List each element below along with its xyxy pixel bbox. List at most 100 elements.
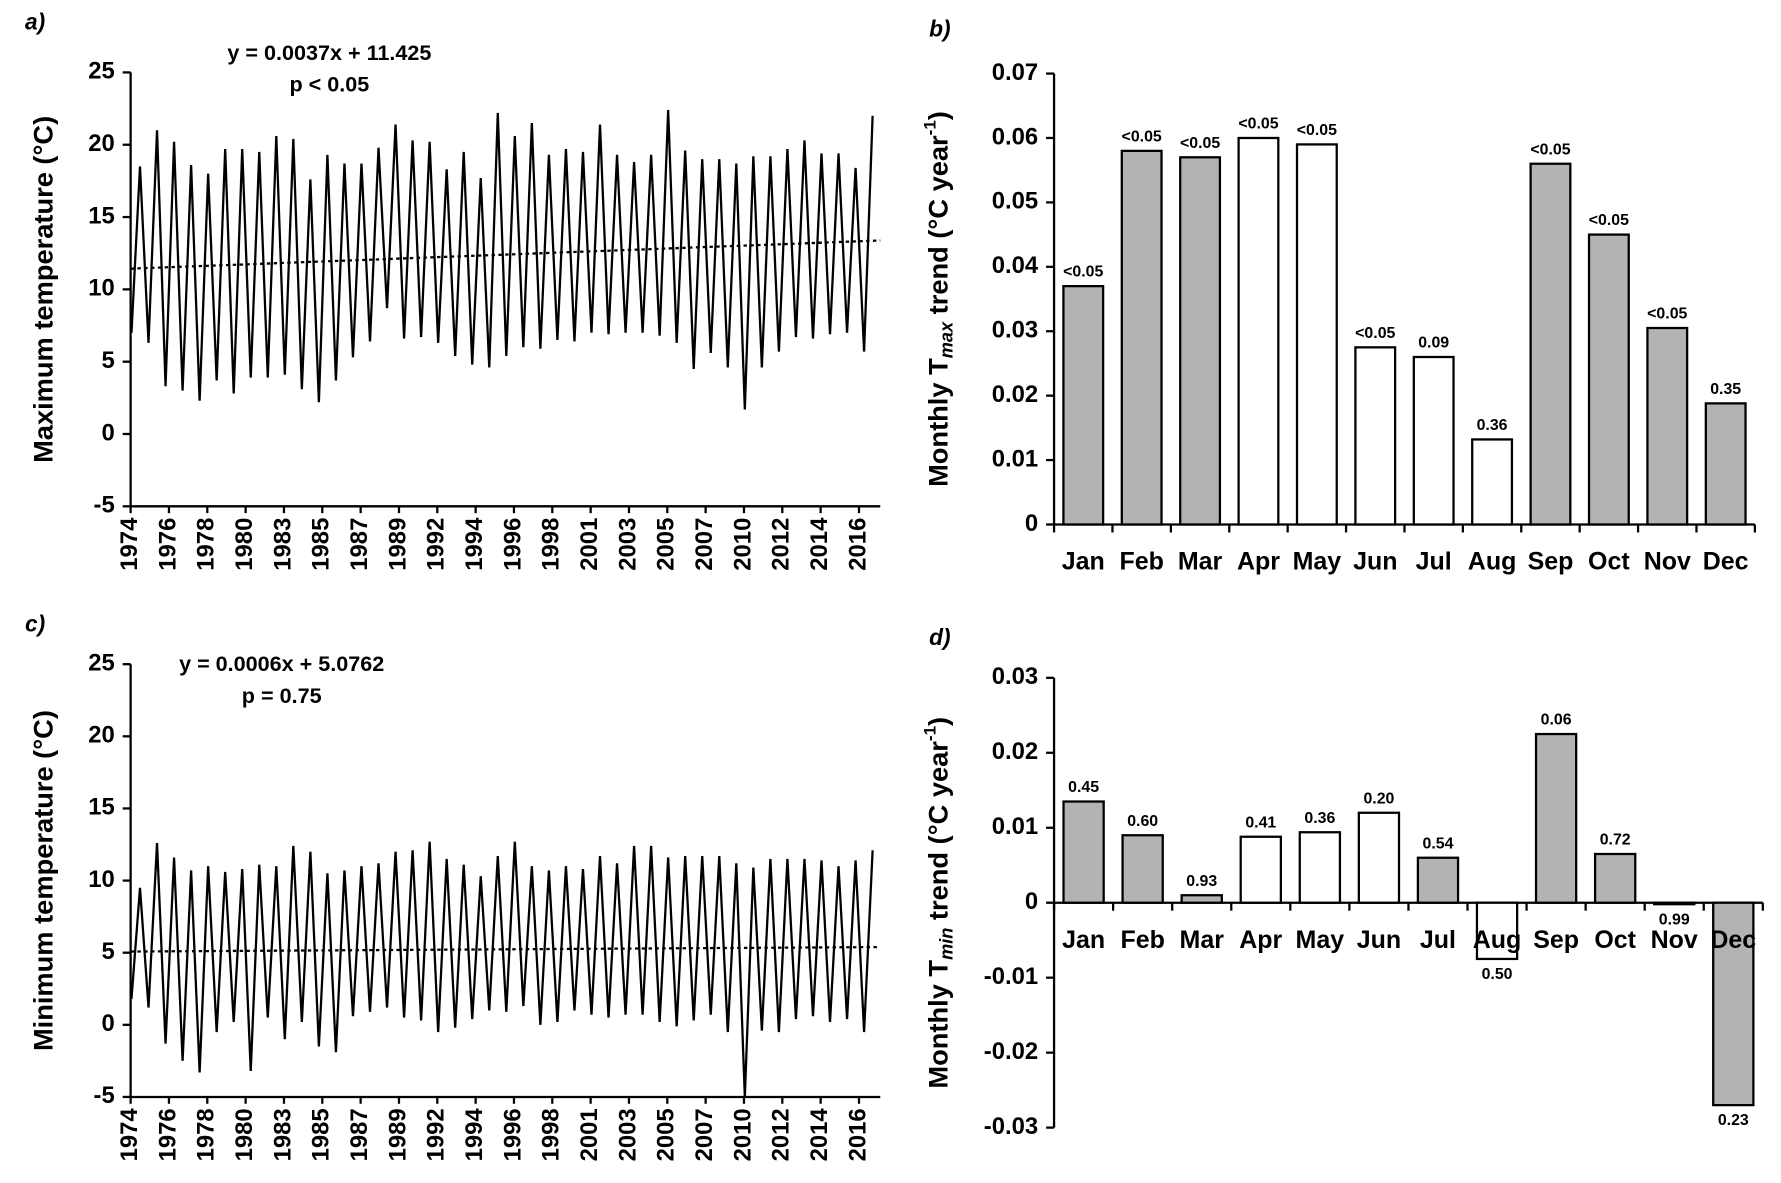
x-tick-label: 2005 <box>653 518 680 571</box>
y-tick-label: -5 <box>94 492 115 519</box>
bar <box>1239 835 1283 904</box>
bar <box>1120 149 1163 526</box>
x-tick-label: 2014 <box>806 1108 833 1162</box>
x-tick-label: Sep <box>1533 926 1579 954</box>
annotation: p = 0.75 <box>242 683 322 708</box>
y-axis-label-part: ) <box>923 111 954 120</box>
bar <box>1704 402 1747 526</box>
bar <box>1529 162 1572 526</box>
x-tick-label: May <box>1296 926 1345 954</box>
x-tick-label: 1998 <box>538 1108 565 1161</box>
bar-label: <0.05 <box>1355 325 1395 342</box>
x-tick-label: 1994 <box>461 1108 488 1162</box>
x-tick-label: Dec <box>1710 926 1756 954</box>
y-axis-label-part: Monthly T <box>923 358 954 487</box>
bar <box>1180 894 1223 904</box>
bar-label: 0.36 <box>1304 810 1335 827</box>
x-tick-label: Aug <box>1473 926 1522 954</box>
x-tick-label: Aug <box>1468 548 1517 576</box>
y-tick-label: 10 <box>88 866 115 893</box>
panel-label: a) <box>25 9 45 35</box>
bar <box>1357 811 1401 904</box>
x-tick-label: 1974 <box>116 517 143 571</box>
x-tick-label: 1987 <box>346 1108 373 1161</box>
x-tick-label: Jan <box>1062 926 1105 954</box>
y-axis-label: Monthly Tmin trend (°C year-1) <box>920 717 956 1089</box>
bar-label: 0.20 <box>1363 790 1394 807</box>
bar <box>1237 136 1280 526</box>
y-tick-label: 0.05 <box>992 188 1038 215</box>
x-tick-label: 2012 <box>768 1108 795 1161</box>
x-tick-label: 1974 <box>116 1108 143 1162</box>
x-tick-label: Nov <box>1644 548 1691 576</box>
y-tick-label: -0.02 <box>984 1038 1038 1065</box>
x-tick-label: 1994 <box>461 517 488 571</box>
y-tick-label: 0.06 <box>992 123 1038 150</box>
bar <box>1179 156 1222 526</box>
x-tick-label: 2016 <box>844 1108 871 1161</box>
panel-label: d) <box>929 624 950 650</box>
y-tick-label: 0 <box>1025 510 1038 537</box>
x-tick-label: Jun <box>1353 548 1397 576</box>
bar <box>1534 732 1578 904</box>
x-tick-label: 1987 <box>346 518 373 571</box>
x-tick-label: Apr <box>1237 548 1280 576</box>
annotation: y = 0.0037x + 11.425 <box>227 40 431 65</box>
annotation: p < 0.05 <box>290 72 370 97</box>
bar-label: 0.72 <box>1600 832 1631 849</box>
bar-label: 0.23 <box>1718 1112 1749 1129</box>
y-tick-label: -5 <box>94 1082 115 1109</box>
y-tick-label: 5 <box>101 938 114 965</box>
y-tick-label: 0 <box>1025 888 1038 915</box>
x-tick-label: Nov <box>1651 926 1698 954</box>
y-tick-label: 0.02 <box>992 738 1038 765</box>
data-line <box>130 109 874 410</box>
bar <box>1412 355 1455 526</box>
trend-line <box>130 945 881 953</box>
bar-label: 0.60 <box>1127 813 1158 830</box>
y-tick-label: 20 <box>88 130 115 157</box>
x-tick-label: 1978 <box>193 1108 220 1161</box>
y-tick-label: 25 <box>88 58 115 85</box>
bar-label: 0.35 <box>1710 381 1741 398</box>
x-tick-label: 2007 <box>691 518 718 571</box>
y-tick-label: 20 <box>88 722 115 749</box>
annotation: y = 0.0006x + 5.0762 <box>179 651 384 676</box>
bar-label: 0.99 <box>1659 911 1690 928</box>
x-tick-label: 2010 <box>729 518 756 571</box>
x-tick-label: Feb <box>1120 926 1164 954</box>
bar <box>1646 326 1689 526</box>
trend-line <box>130 239 881 270</box>
x-tick-label: 2001 <box>576 518 603 571</box>
bar <box>1593 852 1637 904</box>
bar-label: <0.05 <box>1122 128 1162 145</box>
y-axis-label-part: max <box>936 321 956 358</box>
y-axis-label-part: -1 <box>920 726 939 741</box>
x-tick-label: 2005 <box>653 1108 680 1161</box>
bar-label: <0.05 <box>1589 212 1629 229</box>
x-tick-label: Feb <box>1119 548 1163 576</box>
bar-label: 0.41 <box>1245 814 1276 831</box>
bar <box>1354 346 1397 526</box>
x-tick-label: Mar <box>1178 548 1223 576</box>
y-tick-label: 0.07 <box>992 59 1038 86</box>
x-tick-label: 1985 <box>308 1108 335 1161</box>
x-tick-label: Jul <box>1420 926 1456 954</box>
x-tick-label: 1980 <box>231 518 258 571</box>
x-tick-label: 1980 <box>231 1108 258 1161</box>
y-tick-label: 0.01 <box>992 813 1038 840</box>
y-axis-label-part: ) <box>923 717 954 726</box>
bar-label: 0.50 <box>1482 966 1513 983</box>
y-tick-label: 0.03 <box>992 663 1038 690</box>
bar-label: <0.05 <box>1647 306 1687 323</box>
x-tick-label: 2003 <box>614 518 641 571</box>
x-tick-label: Apr <box>1239 926 1282 954</box>
bar-label: <0.05 <box>1063 264 1103 281</box>
bar <box>1298 831 1342 904</box>
y-axis-label-part: trend (°C year <box>923 741 954 928</box>
y-tick-label: 0.04 <box>992 252 1039 279</box>
data-line <box>130 841 874 1097</box>
y-axis-label-part: Monthly T <box>923 960 954 1089</box>
bar <box>1712 901 1755 1107</box>
x-tick-label: Jun <box>1357 926 1401 954</box>
